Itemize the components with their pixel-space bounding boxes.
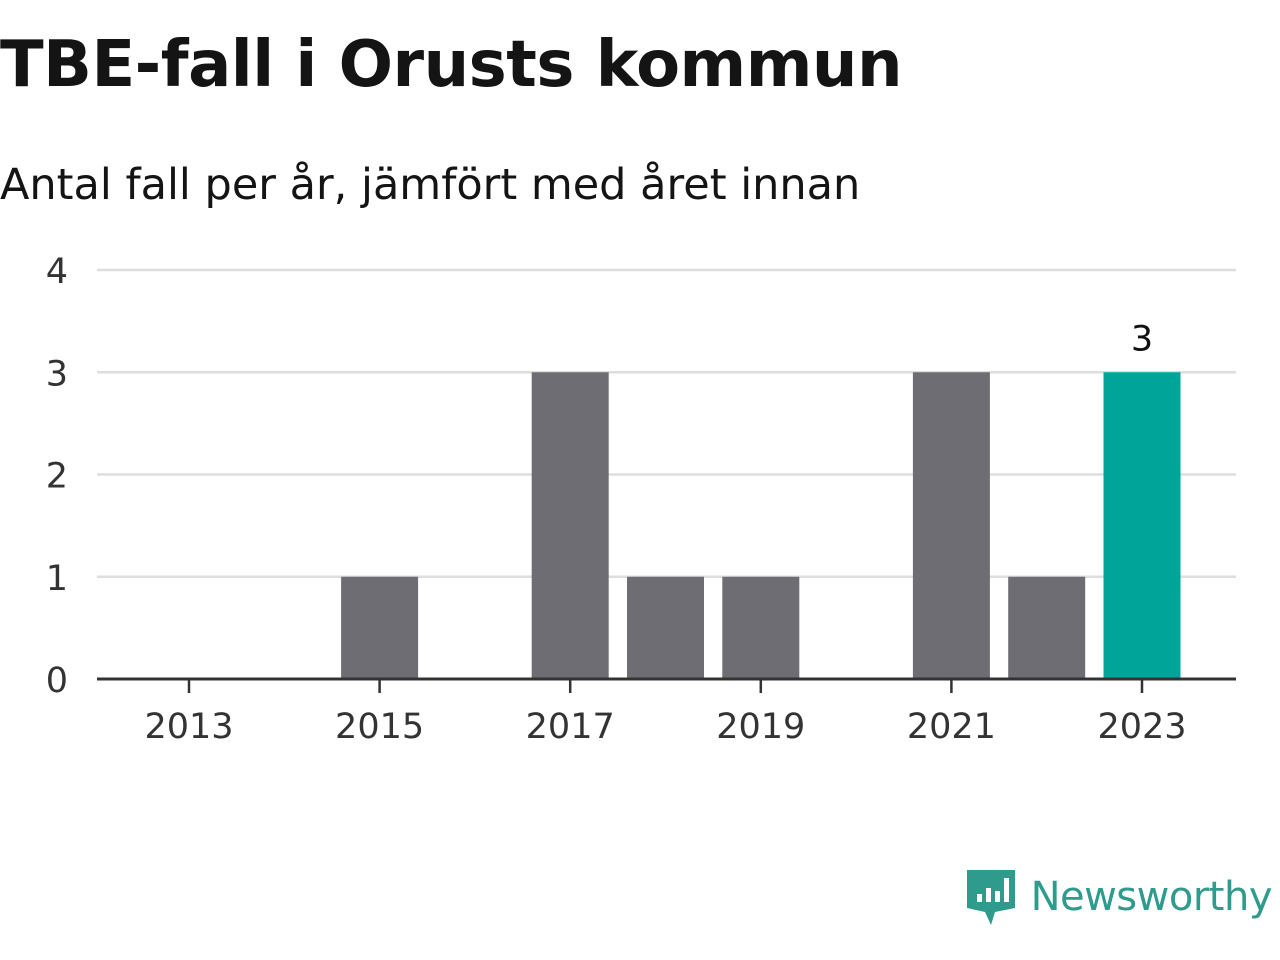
y-tick-label: 0 xyxy=(46,661,68,701)
bar-2015 xyxy=(341,576,419,679)
x-tick-label: 2015 xyxy=(335,707,424,747)
bars xyxy=(341,372,1181,679)
x-tick-label: 2017 xyxy=(526,707,615,747)
chart-title: TBE-fall i Orusts kommun xyxy=(0,28,903,102)
y-tick-label: 3 xyxy=(46,354,68,394)
brand-name: Newsworthy xyxy=(1030,874,1273,920)
y-tick-label: 2 xyxy=(46,457,68,497)
labels: 0 1 2 3 4 2013 2015 2017 2019 2021 2023 3 xyxy=(46,252,1187,747)
data-label: 3 xyxy=(1131,319,1153,359)
newsworthy-logo-icon xyxy=(966,870,1015,925)
chart-subtitle: Antal fall per år, jämfört med året inna… xyxy=(0,160,861,210)
x-tick-label: 2021 xyxy=(907,707,996,747)
bar-chart: 0 1 2 3 4 2013 2015 2017 2019 2021 2023 3 xyxy=(46,252,1236,747)
y-tick-label: 4 xyxy=(46,252,68,292)
y-tick-label: 1 xyxy=(46,559,68,599)
grid-lines xyxy=(97,268,1236,578)
bar-2022 xyxy=(1008,576,1086,679)
bar-2017 xyxy=(531,372,609,679)
bar-2018 xyxy=(627,576,704,679)
bar-2019 xyxy=(722,576,800,679)
x-tick-label: 2019 xyxy=(716,707,805,747)
bar-2021 xyxy=(912,372,990,679)
x-tick-label: 2013 xyxy=(144,707,233,747)
axes xyxy=(97,677,1236,693)
brand-logo: Newsworthy xyxy=(965,868,1273,926)
x-tick-label: 2023 xyxy=(1097,707,1186,747)
bar-2023 xyxy=(1103,372,1181,679)
